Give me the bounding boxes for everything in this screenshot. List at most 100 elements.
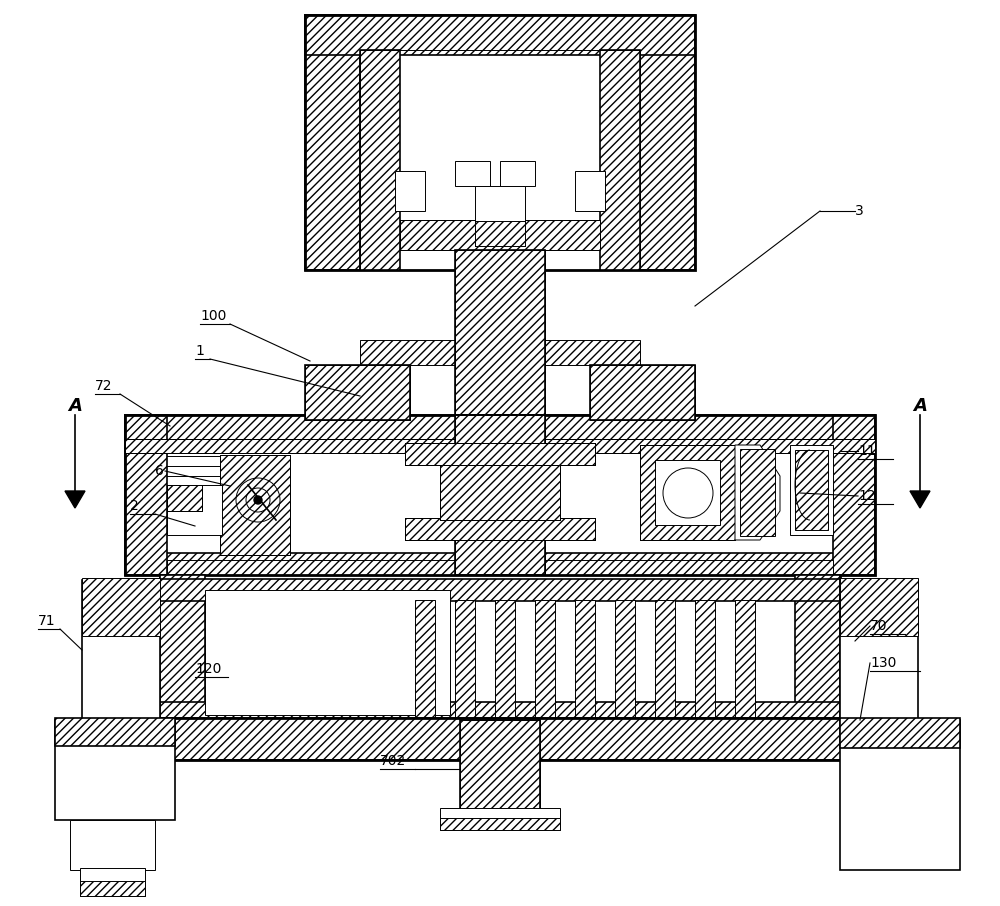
Bar <box>795 575 840 720</box>
Text: A: A <box>913 397 927 415</box>
Bar <box>82 578 160 636</box>
Bar <box>440 818 560 830</box>
Text: 71: 71 <box>38 614 56 628</box>
Bar <box>735 600 755 720</box>
Bar <box>795 450 828 530</box>
Text: 130: 130 <box>870 656 896 670</box>
Bar <box>590 365 695 420</box>
Bar <box>220 455 290 555</box>
Bar <box>840 720 960 870</box>
Text: 12: 12 <box>858 489 876 503</box>
Text: 120: 120 <box>195 662 221 676</box>
Bar <box>495 600 515 720</box>
Bar <box>790 445 833 535</box>
Polygon shape <box>735 445 780 540</box>
Bar <box>305 365 410 420</box>
Bar <box>590 365 640 420</box>
Bar <box>360 340 640 365</box>
Bar <box>220 455 290 555</box>
Bar <box>740 449 775 536</box>
Bar <box>840 580 918 720</box>
Bar <box>360 50 640 270</box>
Bar <box>80 868 145 896</box>
Bar <box>590 365 695 420</box>
Bar <box>400 220 600 250</box>
Bar <box>500 161 535 186</box>
Bar <box>125 718 875 760</box>
Bar <box>475 186 525 221</box>
Polygon shape <box>65 491 85 508</box>
Bar <box>655 600 675 720</box>
Text: 72: 72 <box>95 379 112 393</box>
Bar <box>160 702 840 720</box>
Bar <box>305 15 695 55</box>
Bar <box>55 720 175 820</box>
Bar <box>305 365 410 420</box>
Text: 100: 100 <box>200 309 226 323</box>
Bar <box>405 443 595 465</box>
Bar <box>460 720 540 810</box>
Bar <box>125 415 875 440</box>
Text: 2: 2 <box>130 499 139 513</box>
Text: 11: 11 <box>858 444 876 458</box>
Bar <box>455 161 490 186</box>
Bar <box>125 439 875 453</box>
Bar <box>80 881 145 896</box>
Bar <box>455 600 475 720</box>
Bar <box>440 465 560 520</box>
Bar <box>440 465 560 520</box>
Bar <box>600 50 640 270</box>
Bar <box>160 575 205 720</box>
Text: 3: 3 <box>855 204 864 218</box>
Bar <box>455 250 545 420</box>
Bar <box>455 250 545 420</box>
Bar <box>840 718 960 748</box>
Bar <box>55 718 175 746</box>
Bar <box>205 590 450 715</box>
Bar <box>125 718 875 760</box>
Bar <box>400 220 600 250</box>
Bar <box>395 171 425 211</box>
Bar <box>82 580 160 720</box>
Bar <box>695 600 715 720</box>
Bar <box>640 445 735 540</box>
Bar <box>575 600 595 720</box>
Bar <box>405 443 595 465</box>
Text: 6: 6 <box>155 464 164 478</box>
Bar <box>360 365 410 420</box>
Circle shape <box>254 496 262 504</box>
Bar <box>360 50 400 270</box>
Bar <box>405 518 595 540</box>
Bar <box>125 553 875 575</box>
Bar <box>455 415 545 575</box>
Bar <box>460 720 540 810</box>
Text: A: A <box>68 397 82 415</box>
Bar <box>125 415 875 575</box>
Text: 702: 702 <box>380 754 406 768</box>
Bar <box>615 600 635 720</box>
Bar <box>305 15 695 270</box>
Text: 70: 70 <box>870 619 888 633</box>
Bar <box>655 460 720 525</box>
Bar <box>535 600 555 720</box>
Bar <box>575 171 605 211</box>
Bar <box>167 485 202 511</box>
Bar <box>640 445 735 540</box>
Bar <box>167 485 202 511</box>
Bar <box>405 518 595 540</box>
Polygon shape <box>910 491 930 508</box>
Bar <box>305 15 360 270</box>
Bar <box>455 415 545 575</box>
Bar <box>70 820 155 870</box>
Bar <box>167 485 222 535</box>
Bar <box>160 579 840 601</box>
Bar <box>125 415 167 575</box>
Bar <box>160 575 840 720</box>
Bar <box>167 560 833 575</box>
Bar <box>440 808 560 830</box>
Text: 1: 1 <box>195 344 204 358</box>
Bar <box>640 15 695 270</box>
Bar <box>415 600 435 720</box>
Bar <box>840 578 918 636</box>
Bar <box>125 439 875 453</box>
